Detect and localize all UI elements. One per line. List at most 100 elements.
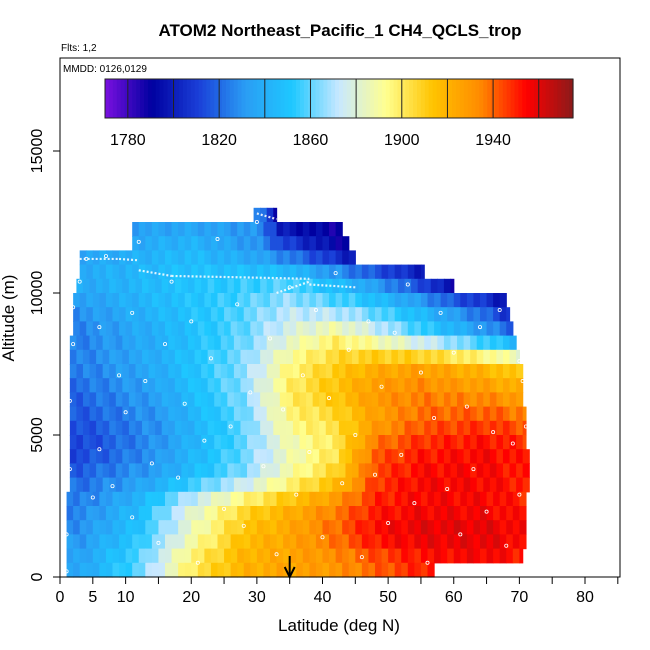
heatmap-cell [322,222,330,237]
heatmap-cell [279,392,287,408]
heatmap-cell [105,562,114,578]
heatmap-cell [496,392,504,408]
heatmap-cell [96,435,104,450]
heatmap-cell [437,477,445,493]
sample-point [491,430,496,435]
heatmap-cell [168,335,176,351]
heatmap-cell [322,520,330,535]
heatmap-cell [273,463,281,479]
heatmap-cell [112,250,120,266]
heatmap-cell [302,534,310,550]
heatmap-cell [437,435,445,450]
heatmap-cell [348,250,356,266]
heatmap-cell [142,463,150,479]
heatmap-cell [440,293,448,308]
heatmap-cell [96,420,104,436]
heatmap-cell [227,435,235,450]
x-tick-label: 10 [117,589,135,606]
heatmap-cell [509,378,517,393]
heatmap-cell [463,420,471,436]
heatmap-cell [184,548,192,564]
heatmap-cell [309,534,317,550]
heatmap-cell [138,250,146,266]
heatmap-cell [401,562,409,578]
colorbar-segment [335,79,340,118]
heatmap-cell [102,392,110,408]
y-tick-label: 0 [29,572,46,581]
heatmap-cell [325,364,333,379]
heatmap-cell [204,222,212,237]
heatmap-cell [516,463,524,479]
heatmap-cell [273,278,281,294]
heatmap-cell [407,562,415,578]
heatmap-cell [381,307,389,322]
heatmap-cell [76,392,84,408]
heatmap-cell [112,506,120,521]
heatmap-cell [194,392,202,408]
heatmap-cell [201,335,209,351]
heatmap-cell [365,449,373,464]
heatmap-cell [69,449,77,464]
heatmap-cell [512,548,520,564]
heatmap-cell [381,321,389,337]
heatmap-cell [109,349,117,365]
heatmap-cell [204,562,212,578]
heatmap-cell [247,463,255,479]
heatmap-cell [266,406,274,422]
heatmap-cell [283,548,291,564]
heatmap-cell [312,449,320,464]
colorbar-segment [183,79,188,118]
heatmap-cell [260,477,268,493]
heatmap-cell [174,463,182,479]
heatmap-cell [102,278,110,294]
sample-point [412,501,417,506]
heatmap-cell [165,236,173,251]
heatmap-cell [447,520,455,535]
heatmap-cell [440,506,448,521]
heatmap-cell [434,307,442,322]
heatmap-cell [361,548,370,564]
heatmap-cell [315,548,324,564]
heatmap-cell [391,420,399,436]
heatmap-cell [476,449,484,464]
heatmap-cell [375,534,383,550]
heatmap-cell [342,293,350,308]
heatmap-cell [86,491,94,507]
heatmap-cell [273,406,281,422]
heatmap-cell [233,335,242,351]
heatmap-cell [417,477,425,493]
heatmap-cell [135,364,143,379]
heatmap-cell [273,349,281,365]
heatmap-cell [194,449,202,464]
heatmap-cell [165,520,173,535]
chart-title: ATOM2 Northeast_Pacific_1 CH4_QCLS_trop [158,21,521,40]
heatmap-cell [381,548,389,564]
heatmap-cell [365,463,373,479]
heatmap-cell [430,349,438,365]
colorbar-segment [175,79,180,118]
heatmap-cell [397,335,406,351]
heatmap-cell [240,335,248,351]
heatmap-cell [210,506,219,521]
heatmap-cell [165,562,173,578]
heatmap-cell [453,321,461,337]
heatmap-cell [168,406,176,422]
heatmap-cell [384,435,392,450]
sample-point [71,342,76,347]
heatmap-cell [96,477,104,493]
heatmap-cell [217,222,225,237]
heatmap-cell [217,236,225,251]
heatmap-cell [352,477,360,493]
heatmap-cell [184,562,192,578]
heatmap-cell [260,207,268,223]
heatmap-cell [247,420,255,436]
heatmap-cell [325,349,333,365]
heatmap-cell [135,349,143,365]
heatmap-cell [365,435,373,450]
heatmap-cell [191,562,199,578]
heatmap-cell [171,520,179,535]
heatmap-cell [476,392,484,408]
heatmap-cell [299,364,307,379]
heatmap-cell [174,420,182,436]
heatmap-cell [516,364,524,379]
